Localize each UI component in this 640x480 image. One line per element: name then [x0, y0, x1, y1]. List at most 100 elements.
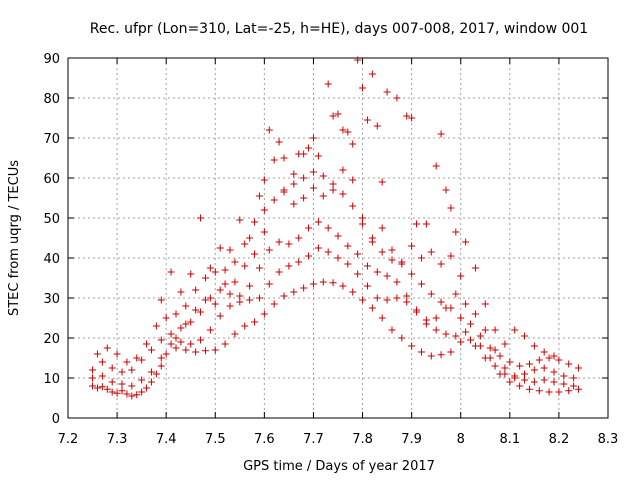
data-point [452, 228, 460, 236]
data-point [535, 356, 543, 364]
data-point [393, 278, 401, 286]
data-point [260, 228, 268, 236]
data-point [422, 320, 430, 328]
y-tick-label: 0 [52, 412, 60, 427]
data-point [511, 326, 519, 334]
data-point [270, 196, 278, 204]
data-point [388, 326, 396, 334]
data-point [506, 358, 514, 366]
data-point [555, 356, 563, 364]
data-point [471, 264, 479, 272]
data-point [339, 126, 347, 134]
data-point [388, 256, 396, 264]
data-point [93, 350, 101, 358]
data-point [339, 190, 347, 198]
data-point [270, 156, 278, 164]
data-point [152, 322, 160, 330]
data-point [89, 382, 97, 390]
data-point [290, 170, 298, 178]
data-point [103, 385, 111, 393]
data-point [506, 378, 514, 386]
data-point [192, 348, 200, 356]
data-point [363, 282, 371, 290]
data-point [344, 128, 352, 136]
data-point [417, 254, 425, 262]
data-point [118, 380, 126, 388]
data-point [246, 234, 254, 242]
data-point [123, 358, 131, 366]
data-point [197, 308, 205, 316]
data-point [540, 376, 548, 384]
x-tick-label: 7.3 [107, 432, 128, 447]
data-point [152, 370, 160, 378]
data-point [236, 292, 244, 300]
data-point [452, 332, 460, 340]
data-point [339, 166, 347, 174]
data-point [192, 286, 200, 294]
data-point [236, 216, 244, 224]
data-point [491, 362, 499, 370]
data-point [447, 348, 455, 356]
data-point [211, 300, 219, 308]
data-point [162, 314, 170, 322]
data-point [167, 340, 175, 348]
data-point [123, 390, 131, 398]
x-tick-label: 7.4 [156, 432, 177, 447]
data-point [363, 116, 371, 124]
data-point [530, 366, 538, 374]
data-point [300, 150, 308, 158]
data-point [575, 385, 583, 393]
data-point [167, 268, 175, 276]
data-point [182, 320, 190, 328]
data-point [108, 388, 116, 396]
data-point [265, 280, 273, 288]
data-point [452, 290, 460, 298]
data-point [457, 338, 465, 346]
data-point [197, 214, 205, 222]
data-point [206, 294, 214, 302]
data-point [383, 272, 391, 280]
data-point [393, 94, 401, 102]
data-point [334, 254, 342, 262]
x-tick-label: 8 [457, 432, 465, 447]
data-point [192, 306, 200, 314]
data-point [251, 318, 259, 326]
data-point [383, 296, 391, 304]
data-point [113, 389, 121, 397]
data-point [265, 126, 273, 134]
data-point [560, 380, 568, 388]
data-point [550, 368, 558, 376]
data-point [437, 260, 445, 268]
data-point [437, 130, 445, 138]
data-point [417, 348, 425, 356]
y-tick-label: 40 [43, 252, 60, 267]
data-point [147, 378, 155, 386]
data-point [187, 318, 195, 326]
data-point [545, 388, 553, 396]
data-point [319, 192, 327, 200]
data-point [108, 378, 116, 386]
data-point [260, 176, 268, 184]
y-tick-label: 20 [43, 332, 60, 347]
data-point [516, 382, 524, 390]
data-point [138, 388, 146, 396]
y-tick-label: 80 [43, 92, 60, 107]
data-point [339, 282, 347, 290]
data-point [246, 282, 254, 290]
data-point [565, 360, 573, 368]
data-point [206, 264, 214, 272]
data-point [108, 364, 116, 372]
x-tick-label: 8.1 [499, 432, 520, 447]
data-point [260, 310, 268, 318]
data-point [329, 112, 337, 120]
data-point [187, 270, 195, 278]
data-point [408, 342, 416, 350]
data-point [319, 278, 327, 286]
data-point [221, 340, 229, 348]
data-point [157, 354, 165, 362]
data-point [545, 354, 553, 362]
y-tick-label: 10 [43, 372, 60, 387]
data-point [265, 246, 273, 254]
